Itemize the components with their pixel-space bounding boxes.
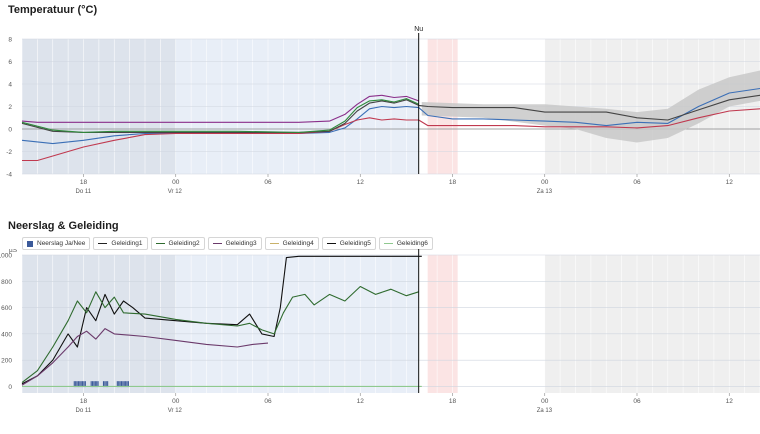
legend-label: Geleiding3 <box>225 240 257 247</box>
legend-swatch <box>269 242 279 245</box>
x-tick-label: 06 <box>633 179 641 186</box>
series-line-2 <box>21 285 419 383</box>
x-tick-label: 06 <box>264 179 272 186</box>
y-tick-label: 0 <box>8 127 12 134</box>
legend-item[interactable]: Geleiding2 <box>150 237 205 250</box>
x-tick-label: 06 <box>633 398 641 405</box>
x-tick-label: 00 <box>172 179 180 186</box>
x-tick-sublabel: Do 11 <box>76 189 92 195</box>
x-tick-label: 12 <box>357 398 365 405</box>
precipitation-conductivity-chart: 0 200 400 600 800 1000 18 Do 11 00 Vr 12 06 12 18 00 Z… <box>0 249 760 414</box>
legend-item[interactable]: Geleiding4 <box>264 237 319 250</box>
x-tick-sublabel: Vr 12 <box>168 189 183 195</box>
legend: Neerslag Ja/Nee Geleiding1 Geleiding2 Gelei… <box>22 237 433 250</box>
x-tick-sublabel: Za 13 <box>537 189 553 195</box>
legend-item[interactable]: Geleiding1 <box>93 237 148 250</box>
y-tick-label: 6 <box>8 59 12 66</box>
legend-label: Geleiding4 <box>282 240 314 247</box>
series-line-2 <box>22 108 760 162</box>
x-tick-label: 12 <box>357 179 365 186</box>
legend-label: Neerslag Ja/Nee <box>37 240 86 247</box>
series-line-3 <box>21 328 269 386</box>
x-tick-label: 00 <box>172 398 180 405</box>
legend-label: Geleiding5 <box>339 240 371 247</box>
series-line-3 <box>21 94 760 133</box>
legend-label: Geleiding1 <box>111 240 143 247</box>
legend-label: Geleiding6 <box>396 240 428 247</box>
x-tick-label: 00 <box>541 179 549 186</box>
y-tick-label: 1000 <box>0 253 12 260</box>
x-tick-label: 12 <box>726 398 734 405</box>
y-tick-label: 600 <box>1 305 12 312</box>
x-tick-label: 18 <box>80 398 88 405</box>
legend-swatch <box>98 242 108 245</box>
legend-item[interactable]: Neerslag Ja/Nee <box>22 237 91 250</box>
y-tick-label: 2 <box>8 104 12 111</box>
y-unit-label: µS <box>9 249 18 254</box>
temperature-chart: -4 -2 0 2 4 6 8 Nu 18 Do 11 00 Vr 12 06 12 18 00 Za 13 06… <box>6 26 760 195</box>
now-label: Nu <box>414 26 423 33</box>
y-tick-label: 0 <box>8 384 12 391</box>
legend-swatch <box>155 242 165 245</box>
y-tick-label: -2 <box>6 149 12 156</box>
x-tick-label: 18 <box>80 179 88 186</box>
x-tick-label: 18 <box>449 398 457 405</box>
y-tick-label: 200 <box>1 358 12 365</box>
legend-item[interactable]: Geleiding5 <box>321 237 376 250</box>
x-tick-sublabel: Vr 12 <box>168 408 183 414</box>
y-tick-label: -4 <box>6 172 12 179</box>
x-tick-label: 06 <box>264 398 272 405</box>
legend-swatch <box>212 242 222 245</box>
chart-title-precipitation-conductivity: Neerslag & Geleiding <box>8 220 119 232</box>
series-line-5 <box>21 94 419 123</box>
y-tick-label: 4 <box>8 82 12 89</box>
legend-item[interactable]: Geleiding6 <box>378 237 433 250</box>
x-tick-label: 12 <box>726 179 734 186</box>
legend-label: Geleiding2 <box>168 240 200 247</box>
highlight-region <box>427 255 458 393</box>
series-line-1 <box>21 255 422 385</box>
x-tick-sublabel: Za 13 <box>537 408 553 414</box>
x-tick-label: 00 <box>541 398 549 405</box>
legend-swatch <box>326 242 336 245</box>
series-line-4 <box>21 98 419 133</box>
x-tick-sublabel: Do 11 <box>76 408 92 414</box>
y-tick-label: 800 <box>1 279 12 286</box>
y-tick-label: 400 <box>1 331 12 338</box>
legend-swatch <box>383 242 393 245</box>
legend-item[interactable]: Geleiding3 <box>207 237 262 250</box>
forecast-band <box>421 70 760 143</box>
y-tick-label: 8 <box>8 37 12 44</box>
x-tick-label: 18 <box>449 179 457 186</box>
legend-swatch <box>27 240 33 247</box>
chart-title-temperature: Temperatuur (°C) <box>8 4 98 16</box>
